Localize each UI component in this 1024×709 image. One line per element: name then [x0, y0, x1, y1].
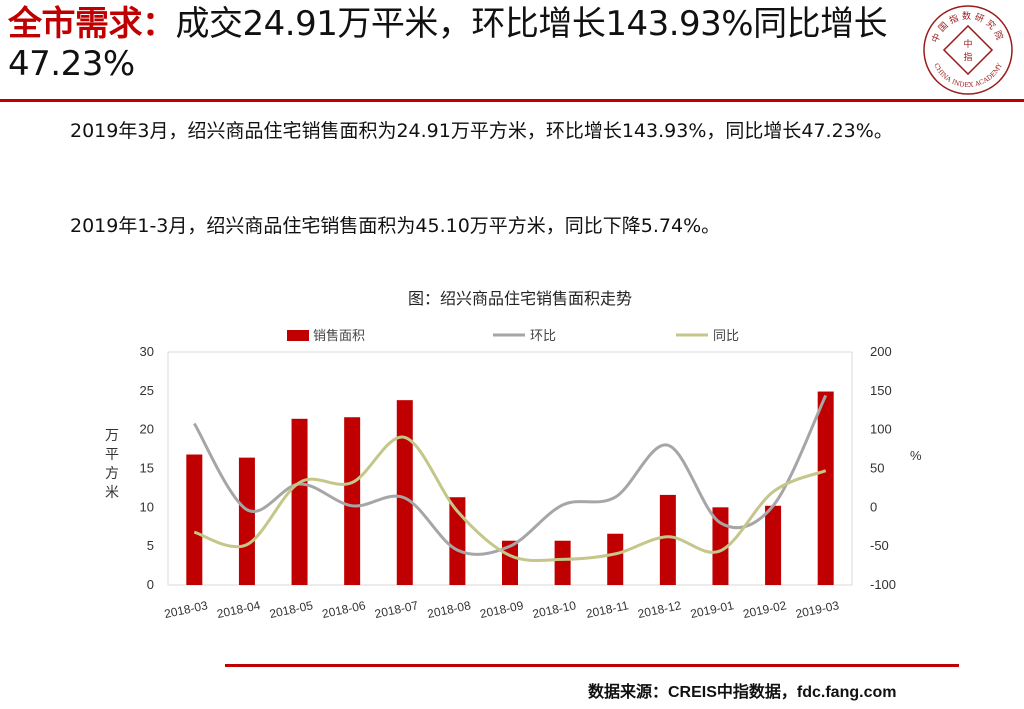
- bar-2018-10: [554, 540, 571, 585]
- x-tick-label: 2019-03: [794, 598, 840, 621]
- data-source: 数据来源：CREIS中指数据，fdc.fang.com: [588, 684, 897, 701]
- title-divider: [0, 99, 1024, 102]
- legend-label-bar: 销售面积: [313, 328, 365, 343]
- x-tick-label: 2018-04: [216, 598, 262, 621]
- x-tick-label: 2018-10: [531, 598, 577, 621]
- x-tick-label: 2018-05: [268, 598, 314, 621]
- y-axis-label-left-char: 平: [105, 446, 119, 462]
- y-axis-label-left-char: 方: [105, 465, 119, 481]
- y-tick-right: 100: [870, 422, 892, 437]
- y-tick-left: 20: [140, 422, 154, 437]
- legend-swatch-bar: [287, 330, 309, 341]
- y-tick-left: 0: [147, 577, 154, 592]
- y-tick-left: 30: [140, 344, 154, 359]
- y-tick-right: 150: [870, 383, 892, 398]
- x-tick-label: 2018-03: [163, 598, 209, 621]
- bar-2018-12: [659, 494, 676, 585]
- x-tick-label: 2018-07: [373, 598, 419, 621]
- y-tick-left: 10: [140, 499, 154, 514]
- title-highlight: 全市需求：: [8, 4, 176, 44]
- title-text: 成交24.91万平米，环比增长143.93%同比增长47.23%: [8, 4, 888, 84]
- x-tick-label: 2018-08: [426, 598, 472, 621]
- x-tick-label: 2019-01: [689, 598, 735, 621]
- y-tick-right: 50: [870, 461, 884, 476]
- x-tick-label: 2018-11: [585, 598, 630, 621]
- y-tick-left: 15: [140, 461, 154, 476]
- logo-bottom-text: CHINA INDEX ACADEMY: [932, 61, 1004, 89]
- bar-2018-08: [449, 497, 466, 585]
- y-tick-right: -50: [870, 538, 889, 553]
- y-axis-label-left-char: 米: [105, 484, 119, 500]
- x-tick-label: 2018-06: [321, 598, 367, 621]
- bar-2018-05: [291, 418, 308, 585]
- paragraph-quarterly: 2019年1-3月，绍兴商品住宅销售面积为45.10万平方米，同比下降5.74%…: [70, 215, 721, 237]
- bar-2019-02: [765, 505, 782, 585]
- footer-divider: [225, 664, 959, 667]
- y-axis-label-left-char: 万: [105, 427, 119, 443]
- y-tick-left: 5: [147, 538, 154, 553]
- y-tick-right: 0: [870, 499, 877, 514]
- bar-2018-11: [607, 533, 624, 585]
- bar-2018-06: [344, 417, 361, 585]
- logo-mark-2: 指: [963, 51, 972, 63]
- y-tick-right: -100: [870, 577, 896, 592]
- y-axis-label-right: %: [910, 448, 922, 463]
- china-index-academy-logo: 中国指数研究院 CHINA INDEX ACADEMY 中 指: [920, 4, 1016, 98]
- legend-label-mom: 环比: [530, 328, 556, 343]
- paragraph-monthly: 2019年3月，绍兴商品住宅销售面积为24.91万平方米，环比增长143.93%…: [70, 120, 893, 142]
- bar-2018-09: [502, 540, 518, 585]
- bar-2018-04: [238, 457, 255, 585]
- bar-2019-01: [712, 507, 729, 585]
- x-tick-label: 2019-02: [742, 598, 788, 621]
- sales-area-chart: 图：绍兴商品住宅销售面积走势销售面积 环比 同比 0 5 10 15 20 25 30 -100 -5…: [100, 282, 940, 642]
- line-yoy: [193, 435, 827, 563]
- y-tick-left: 25: [140, 383, 154, 398]
- legend-label-yoy: 同比: [713, 328, 739, 343]
- bar-2018-03: [186, 454, 203, 585]
- bar-2018-07: [396, 400, 413, 585]
- x-tick-label: 2018-09: [479, 598, 525, 621]
- logo-mark-1: 中: [963, 38, 972, 50]
- page-title: 全市需求：成交24.91万平米，环比增长143.93%同比增长47.23%: [8, 4, 908, 84]
- x-tick-label: 2018-12: [636, 598, 682, 621]
- y-tick-right: 200: [870, 344, 892, 359]
- bar-2019-03: [817, 391, 834, 585]
- chart-title: 图：绍兴商品住宅销售面积走势: [408, 290, 632, 308]
- svg-text:CHINA INDEX ACADEMY: CHINA INDEX ACADEMY: [932, 61, 1004, 89]
- line-mom: [193, 394, 828, 556]
